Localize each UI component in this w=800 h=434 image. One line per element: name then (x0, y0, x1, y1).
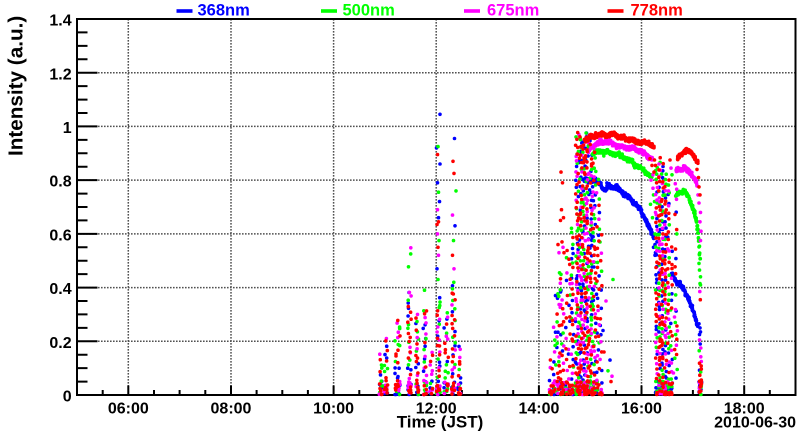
svg-text:16:00: 16:00 (621, 400, 662, 417)
svg-text:08:00: 08:00 (211, 400, 252, 417)
svg-text:14:00: 14:00 (518, 400, 559, 417)
svg-text:1.4: 1.4 (49, 13, 71, 30)
svg-text:778nm: 778nm (631, 1, 683, 19)
svg-text:0.8: 0.8 (49, 174, 71, 191)
svg-text:1.2: 1.2 (49, 66, 71, 83)
svg-text:06:00: 06:00 (108, 400, 149, 417)
svg-text:0.2: 0.2 (49, 335, 71, 352)
svg-text:2010-06-30: 2010-06-30 (714, 414, 796, 431)
svg-text:1: 1 (63, 120, 72, 137)
svg-text:18:00: 18:00 (724, 400, 765, 417)
svg-text:0: 0 (63, 389, 72, 406)
svg-text:Intensity (a.u.): Intensity (a.u.) (5, 16, 28, 156)
svg-text:10:00: 10:00 (313, 400, 354, 417)
svg-text:500nm: 500nm (343, 1, 395, 19)
svg-text:0.4: 0.4 (49, 281, 71, 298)
svg-text:368nm: 368nm (198, 1, 250, 19)
svg-text:Time (JST): Time (JST) (397, 412, 484, 431)
svg-text:675nm: 675nm (487, 1, 539, 19)
svg-text:0.6: 0.6 (49, 228, 71, 245)
svg-text:12:00: 12:00 (416, 400, 457, 417)
